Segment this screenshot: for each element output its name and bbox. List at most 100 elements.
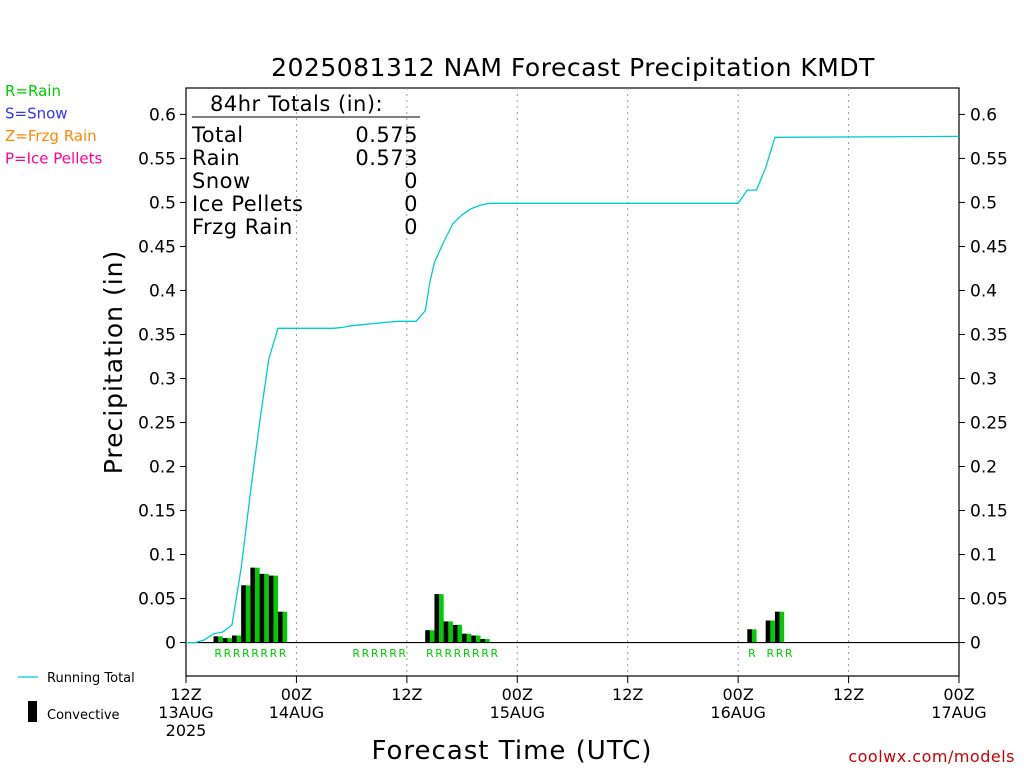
precip-type-label: R bbox=[224, 647, 232, 660]
y-tick-label-right: 0 bbox=[970, 634, 981, 654]
convective-bar bbox=[471, 635, 476, 643]
precip-type-label: R bbox=[260, 647, 268, 660]
totals-row-label: Ice Pellets bbox=[192, 192, 303, 216]
precip-type-label: R bbox=[242, 647, 250, 660]
totals-title: 84hr Totals (in): bbox=[210, 92, 383, 116]
convective-bar bbox=[462, 633, 467, 643]
y-tick-label-right: 0.4 bbox=[970, 281, 997, 301]
y-tick-label-right: 0.3 bbox=[970, 369, 997, 389]
y-tick-label-left: 0.25 bbox=[138, 413, 176, 433]
y-tick-label-right: 0.45 bbox=[970, 237, 1008, 257]
precip-type-label: R bbox=[481, 647, 489, 660]
precip-type-label: R bbox=[454, 647, 462, 660]
total-precip-bar bbox=[485, 639, 490, 643]
y-tick-label-right: 0.5 bbox=[970, 193, 997, 213]
total-precip-bar bbox=[245, 585, 251, 643]
precip-type-label: R bbox=[776, 647, 784, 660]
x-tick-label: 00Z bbox=[281, 685, 312, 704]
y-tick-label-right: 0.1 bbox=[970, 546, 997, 566]
x-tick-label: 17AUG bbox=[931, 703, 986, 722]
precip-type-label: R bbox=[362, 647, 370, 660]
chart-title: 2025081312 NAM Forecast Precipitation KM… bbox=[271, 53, 875, 82]
x-tick-label: 12Z bbox=[612, 685, 643, 704]
precip-type-label: R bbox=[398, 647, 406, 660]
convective-bar bbox=[222, 638, 228, 643]
convective-bar bbox=[278, 611, 283, 643]
convective-bar bbox=[434, 594, 440, 643]
precip-type-label: R bbox=[767, 647, 775, 660]
precip-type-label: R bbox=[233, 647, 241, 660]
precip-type-label: R bbox=[748, 647, 756, 660]
y-tick-label-right: 0.15 bbox=[970, 502, 1008, 522]
total-precip-bar bbox=[255, 567, 260, 643]
x-tick-label: 00Z bbox=[722, 685, 753, 704]
y-tick-label-left: 0.6 bbox=[149, 105, 176, 125]
precip-type-label: R bbox=[380, 647, 388, 660]
convective-bar bbox=[774, 611, 780, 643]
total-precip-bar bbox=[475, 635, 481, 643]
y-tick-label-right: 0.05 bbox=[970, 590, 1008, 610]
y-tick-label-left: 0.4 bbox=[149, 281, 176, 301]
y-tick-label-left: 0 bbox=[165, 634, 176, 654]
x-tick-label: 15AUG bbox=[490, 703, 545, 722]
y-tick-label-right: 0.2 bbox=[970, 458, 997, 478]
convective-bar bbox=[232, 635, 237, 643]
total-precip-bar bbox=[227, 638, 233, 643]
y-tick-label-left: 0.5 bbox=[149, 193, 176, 213]
precip-type-label: R bbox=[270, 647, 278, 660]
x-tick-label: 00Z bbox=[502, 685, 533, 704]
x-tick-label: 16AUG bbox=[710, 703, 765, 722]
total-precip-bar bbox=[779, 611, 785, 643]
x-tick-label: 13AUG bbox=[158, 703, 213, 722]
precip-type-label: R bbox=[279, 647, 287, 660]
convective-bar bbox=[241, 585, 246, 643]
y-tick-label-right: 0.25 bbox=[970, 413, 1008, 433]
convective-bar bbox=[259, 573, 265, 643]
x-tick-label: 14AUG bbox=[269, 703, 324, 722]
totals-row-value: 0.573 bbox=[355, 146, 418, 170]
precip-type-label: R bbox=[352, 647, 360, 660]
x-tick-label: 12Z bbox=[833, 685, 864, 704]
precip-type-label: R bbox=[472, 647, 480, 660]
x-axis-label: Forecast Time (UTC) bbox=[371, 736, 652, 766]
convective-bar bbox=[213, 636, 219, 643]
precip-type-legend: R=Rain S=Snow Z=Frzg Rain P=Ice Pellets bbox=[5, 82, 102, 168]
convective-bar bbox=[443, 621, 449, 643]
total-precip-bar bbox=[236, 635, 242, 643]
x-tick-label: 12Z bbox=[170, 685, 201, 704]
precip-type-label: R bbox=[426, 647, 434, 660]
y-tick-label-left: 0.45 bbox=[138, 237, 176, 257]
precip-type-label: R bbox=[490, 647, 498, 660]
convective-bar bbox=[765, 620, 771, 643]
total-precip-bar bbox=[448, 621, 453, 643]
y-tick-label-left: 0.1 bbox=[149, 546, 176, 566]
grid-lines bbox=[295, 88, 850, 676]
y-axis-label: Precipitation (in) bbox=[99, 250, 128, 475]
totals-row-label: Total bbox=[191, 123, 244, 147]
precip-type-label: R bbox=[463, 647, 471, 660]
convective-bar bbox=[747, 629, 752, 643]
running-total-line bbox=[186, 135, 960, 644]
precip-type-label: R bbox=[444, 647, 452, 660]
precip-type-label: R bbox=[214, 647, 222, 660]
total-precip-bar bbox=[264, 573, 269, 643]
total-precip-bar bbox=[218, 636, 223, 643]
total-precip-bar bbox=[273, 575, 279, 643]
y-tick-label-left: 0.15 bbox=[138, 502, 176, 522]
precip-type-label: R bbox=[785, 647, 793, 660]
convective-bar bbox=[452, 624, 458, 643]
precip-type-legend-item: Z=Frzg Rain bbox=[5, 127, 97, 145]
convective-bar bbox=[250, 567, 256, 643]
convective-bar bbox=[268, 575, 274, 643]
precip-type-label: R bbox=[435, 647, 443, 660]
total-precip-bar bbox=[429, 630, 435, 643]
totals-row-value: 0.575 bbox=[355, 123, 418, 147]
total-precip-bar bbox=[439, 594, 444, 643]
precip-type-legend-item: P=Ice Pellets bbox=[5, 150, 102, 168]
y-tick-label-left: 0.3 bbox=[149, 369, 176, 389]
precip-type-label: R bbox=[371, 647, 379, 660]
y-tick-label-right: 0.35 bbox=[970, 325, 1008, 345]
credit-text: coolwx.com/models bbox=[848, 747, 1015, 766]
